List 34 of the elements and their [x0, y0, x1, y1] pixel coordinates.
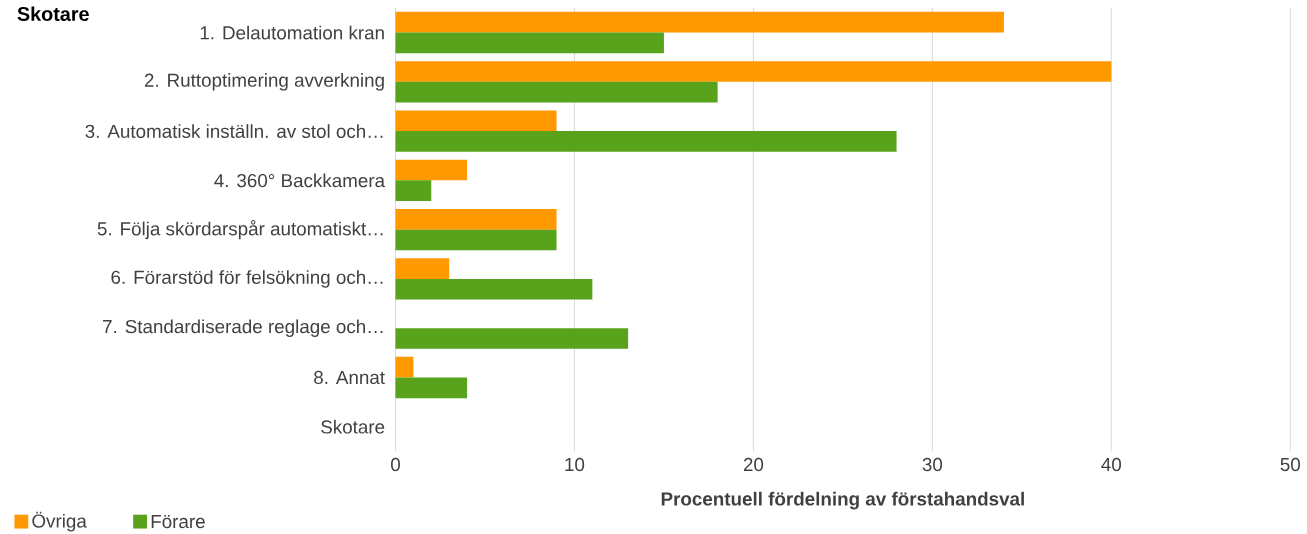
bar: [395, 81, 718, 103]
bar: [395, 159, 468, 181]
bar: [395, 130, 897, 152]
bar: [395, 356, 414, 378]
x-tick-label: 30: [922, 457, 943, 471]
text: Skotare: [17, 6, 89, 21]
x-tick-label: 40: [1101, 457, 1122, 471]
bar: [395, 60, 1112, 82]
legend-label: Övriga: [32, 511, 87, 532]
x-tick-label: 0: [390, 457, 400, 471]
y-tick-label: 2. Ruttoptimering avverkning: [144, 72, 384, 91]
bar: [395, 11, 1004, 33]
y-tick-label: 8. Annat: [314, 370, 385, 384]
bar: [395, 110, 557, 131]
y-tick-label: 5. Följa skördarspår automatiskt…: [97, 219, 383, 239]
legend-label: Förare: [151, 514, 205, 528]
bar: [395, 180, 432, 201]
bar: [395, 32, 664, 54]
bar: [395, 257, 450, 279]
x-tick-label: 20: [743, 457, 764, 471]
x-tick-label: 50: [1280, 457, 1300, 471]
bar: [395, 377, 468, 398]
y-tick-label: 6. Förarstöd för felsökning och…: [111, 269, 383, 288]
bar: [395, 278, 593, 300]
y-tick-label: 7. Standardiserade reglage och…: [103, 319, 383, 337]
y-tick-label: 1. Delautomation kran: [200, 25, 384, 40]
x-axis-title: Procentuell fördelning av förstahandsval: [661, 491, 1024, 510]
bar: [395, 229, 557, 251]
y-tick-label: 4. 360° Backkamera: [214, 173, 386, 188]
bar: [395, 208, 557, 230]
y-tick-label: Skotare: [321, 419, 385, 434]
y-tick-label: 3. Automatisk inställn. av stol och…: [85, 123, 383, 138]
x-tick-label: 10: [565, 457, 585, 471]
bar: [395, 327, 629, 349]
